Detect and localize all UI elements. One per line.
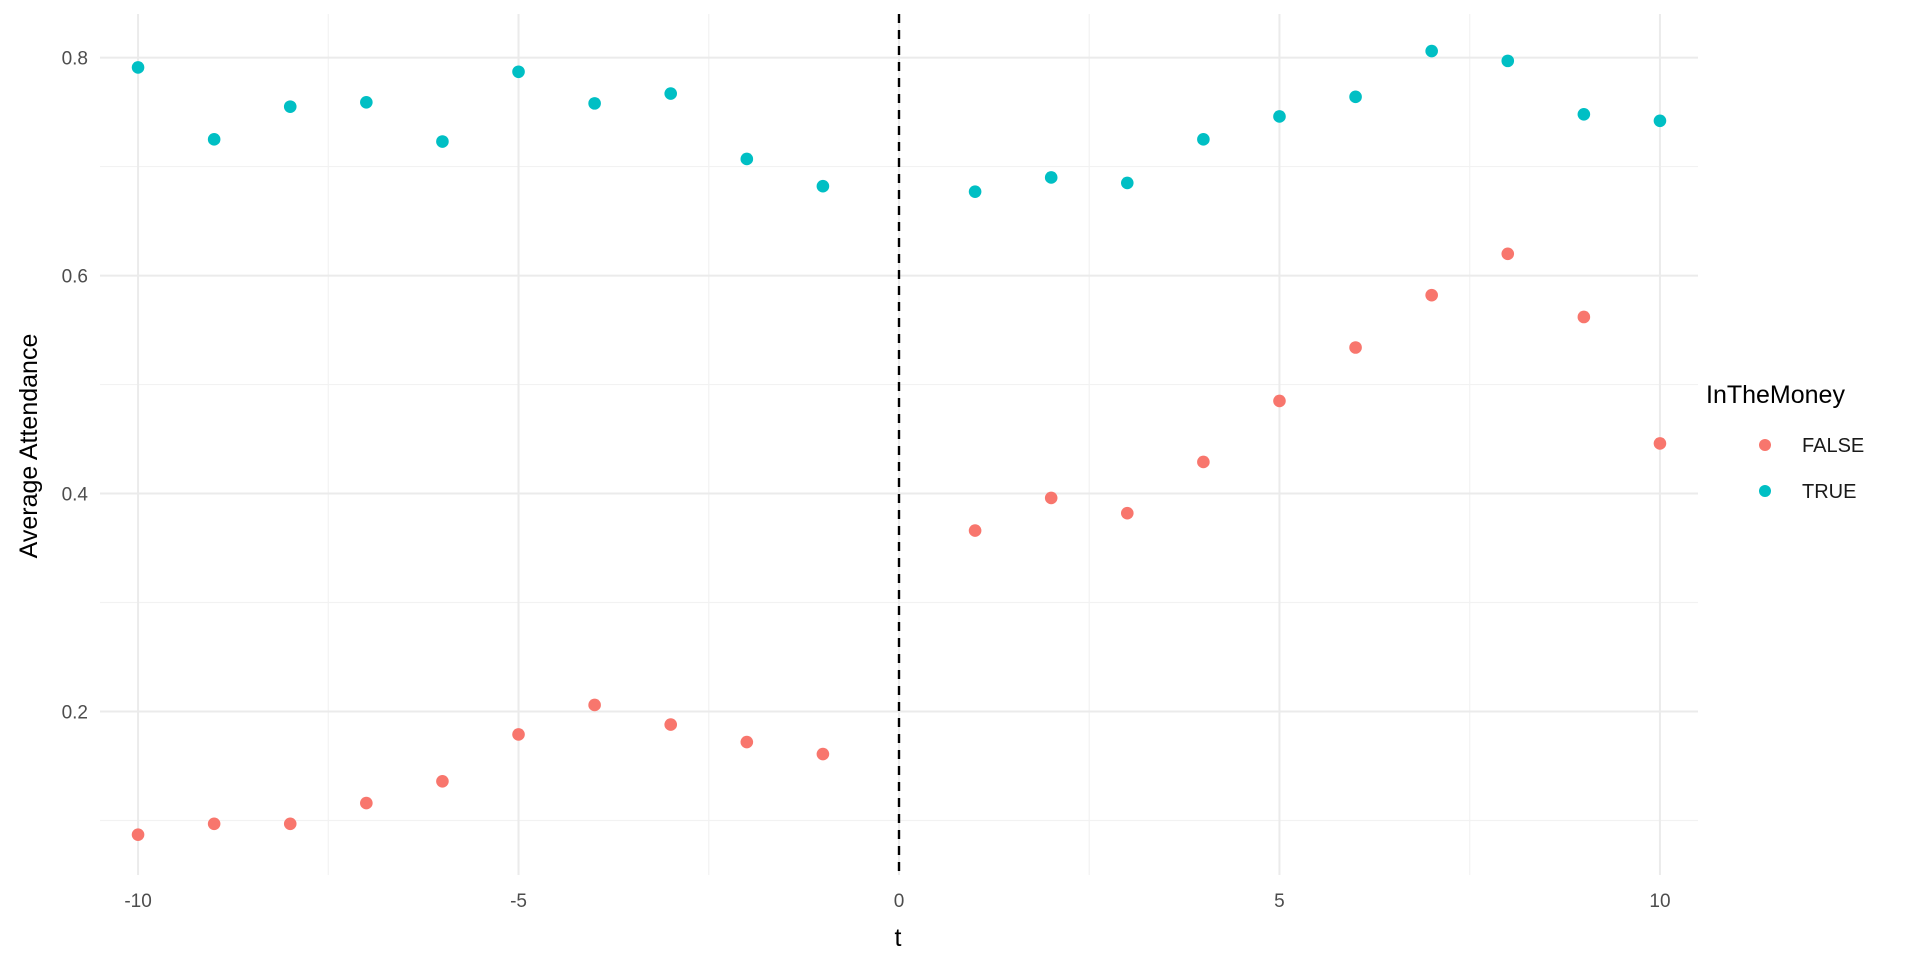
point-false [1501, 247, 1515, 261]
legend-label-false: FALSE [1802, 435, 1864, 457]
point-true [1197, 133, 1210, 146]
point-false [207, 817, 221, 831]
x-tick-label: 0 [894, 891, 905, 912]
point-false [968, 524, 982, 537]
y-axis-title: Average Attendance [15, 334, 43, 559]
x-tick-label: 5 [1274, 891, 1285, 912]
point-true [131, 61, 145, 74]
point-true [1044, 171, 1058, 184]
x-tick-labels: -10 -5 0 5 10 [124, 891, 1670, 912]
y-tick-label: 0.8 [62, 49, 88, 70]
point-true [1577, 107, 1591, 121]
legend-key-true [1759, 485, 1771, 497]
x-tick-label: -5 [510, 891, 527, 912]
legend-key-false [1759, 439, 1771, 451]
point-false [283, 817, 297, 831]
legend-title: InTheMoney [1706, 381, 1845, 409]
point-false [1197, 455, 1210, 469]
y-tick-labels: 0.2 0.4 0.6 0.8 [62, 49, 89, 724]
point-true [283, 100, 297, 113]
point-true [968, 185, 982, 198]
point-false [1349, 341, 1362, 354]
point-true [1120, 176, 1134, 190]
point-true [1273, 110, 1286, 123]
point-false [131, 828, 145, 841]
point-true [1425, 44, 1438, 58]
point-true [512, 65, 525, 79]
point-true [1349, 90, 1362, 104]
point-true [1501, 54, 1515, 68]
point-false [1577, 310, 1591, 324]
point-false [664, 718, 678, 731]
x-tick-label: 10 [1649, 891, 1670, 912]
point-false [1273, 394, 1286, 408]
point-true [740, 152, 754, 166]
y-tick-label: 0.2 [62, 703, 88, 724]
point-true [816, 179, 830, 193]
point-true [436, 135, 449, 148]
point-false [1044, 491, 1058, 505]
point-true [1653, 114, 1667, 128]
x-axis-title: t [895, 924, 902, 952]
point-false [816, 747, 830, 761]
point-false [740, 735, 754, 749]
point-false [436, 774, 449, 788]
point-false [360, 796, 373, 810]
point-false [1653, 437, 1667, 450]
point-true [360, 95, 373, 109]
point-false [1425, 288, 1438, 302]
x-tick-label: -10 [124, 891, 151, 912]
point-false [1120, 506, 1134, 520]
legend-label-true: TRUE [1802, 481, 1856, 503]
y-tick-label: 0.4 [62, 485, 89, 506]
point-true [664, 87, 678, 100]
point-true [588, 97, 601, 110]
y-tick-label: 0.6 [62, 267, 88, 288]
point-false [512, 728, 525, 741]
point-true [207, 133, 221, 146]
data-points [131, 44, 1667, 841]
point-false [588, 698, 601, 712]
legend: InTheMoney FALSE TRUE [1706, 381, 1864, 503]
